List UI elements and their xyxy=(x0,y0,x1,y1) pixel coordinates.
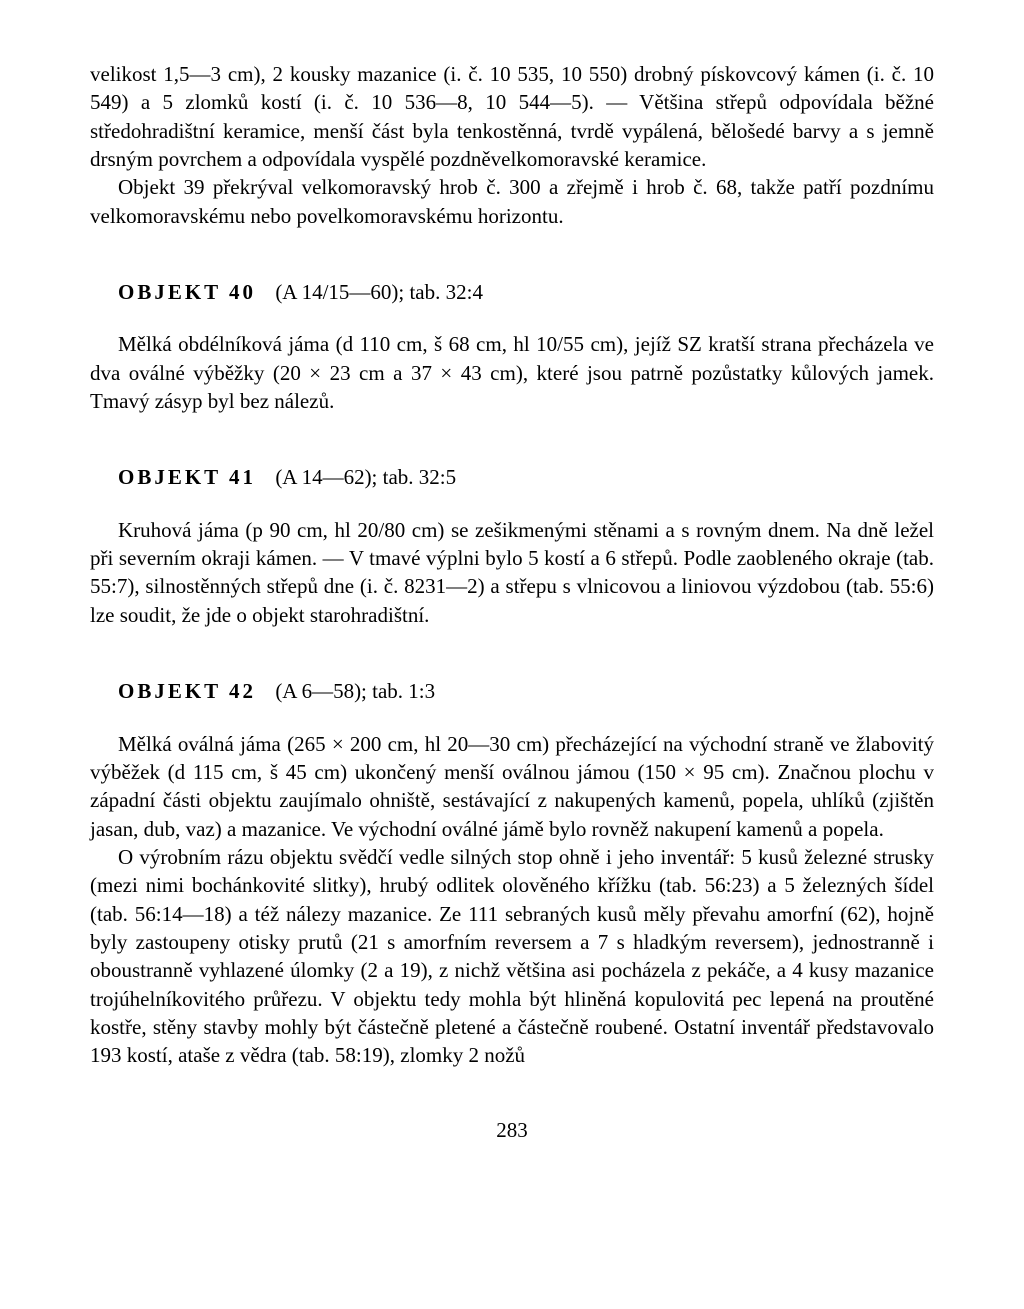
objekt-42-heading: OBJEKT 42 (A 6—58); tab. 1:3 xyxy=(90,677,934,705)
objekt-41-title: OBJEKT 41 xyxy=(118,465,256,489)
intro-paragraph-1: velikost 1,5—3 cm), 2 kousky mazanice (i… xyxy=(90,60,934,173)
objekt-42-paragraph-1: Mělká oválná jáma (265 × 200 cm, hl 20—3… xyxy=(90,730,934,843)
objekt-40-heading: OBJEKT 40 (A 14/15—60); tab. 32:4 xyxy=(90,278,934,306)
intro-paragraph-2: Objekt 39 překrýval velkomoravský hrob č… xyxy=(90,173,934,230)
objekt-40-ref: (A 14/15—60); tab. 32:4 xyxy=(275,280,483,304)
page-number: 283 xyxy=(90,1118,934,1143)
objekt-41-heading: OBJEKT 41 (A 14—62); tab. 32:5 xyxy=(90,463,934,491)
objekt-42-title: OBJEKT 42 xyxy=(118,679,256,703)
objekt-41-ref: (A 14—62); tab. 32:5 xyxy=(275,465,456,489)
objekt-41-paragraph-1: Kruhová jáma (p 90 cm, hl 20/80 cm) se z… xyxy=(90,516,934,629)
objekt-42-ref: (A 6—58); tab. 1:3 xyxy=(275,679,435,703)
objekt-42-paragraph-2: O výrobním rázu objektu svědčí vedle sil… xyxy=(90,843,934,1070)
objekt-40-title: OBJEKT 40 xyxy=(118,280,256,304)
objekt-40-paragraph-1: Mělká obdélníková jáma (d 110 cm, š 68 c… xyxy=(90,330,934,415)
